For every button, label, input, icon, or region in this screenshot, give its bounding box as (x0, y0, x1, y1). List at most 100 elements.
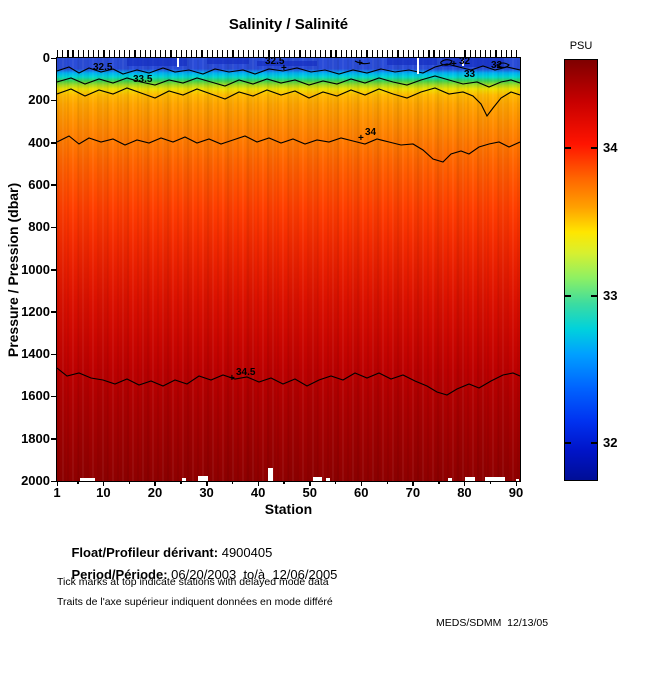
colorbar (564, 59, 598, 481)
delayed-mode-tick (443, 50, 445, 58)
delayed-mode-tick (495, 50, 497, 58)
contour-34 (57, 135, 520, 163)
colorbar-tick (591, 295, 597, 297)
delayed-mode-tick (392, 50, 394, 58)
delayed-mode-tick (423, 50, 425, 58)
contour-33p5 (57, 87, 520, 118)
delayed-mode-tick (418, 50, 420, 58)
y-tick-label: 2000 (21, 473, 50, 488)
colorbar-tick-label: 34 (603, 140, 618, 155)
y-tick-mark (51, 438, 56, 440)
delayed-mode-tick (407, 50, 409, 58)
contour-label: 32.5 (93, 62, 113, 73)
y-tick-label: 1600 (21, 388, 50, 404)
delayed-mode-tick (191, 50, 193, 58)
y-tick-mark (51, 311, 56, 313)
delayed-mode-tick (77, 50, 79, 58)
colorbar-tick (591, 442, 597, 444)
delayed-mode-tick (201, 50, 203, 58)
data-gap (448, 478, 452, 481)
contour-label: 34.5 (236, 367, 256, 378)
x-tick-label: 80 (457, 485, 472, 500)
float-id-value: 4900405 (221, 545, 273, 560)
delayed-mode-tick (283, 50, 286, 58)
y-tick-mark (51, 269, 56, 271)
delayed-mode-tick (273, 50, 275, 58)
delayed-mode-tick (149, 50, 152, 58)
contour-small-loop (440, 59, 453, 66)
delayed-mode-tick (175, 50, 177, 58)
delayed-mode-tick (67, 50, 69, 58)
colorbar-unit-label: PSU (569, 40, 593, 52)
x-tick-label: 70 (405, 485, 421, 500)
delayed-mode-tick (134, 50, 136, 58)
delayed-mode-tick (448, 50, 451, 58)
contour-label: 32 (491, 60, 503, 71)
period-line: Period/Période: 06/20/2003 to/à 12/06/20… (57, 552, 337, 597)
x-tick-mark (463, 481, 466, 486)
delayed-mode-tick (356, 50, 358, 58)
delayed-mode-tick (206, 50, 208, 58)
delayed-mode-tick (118, 50, 121, 58)
delayed-mode-tick (62, 50, 64, 58)
contour-small-loop (496, 62, 510, 69)
data-gap (516, 479, 519, 481)
contour-32p5 (57, 63, 520, 75)
x-tick-mark (154, 481, 156, 486)
delayed-mode-tick (268, 50, 270, 58)
delayed-mode-tick (330, 50, 332, 58)
y-tick-label: 1000 (21, 261, 50, 277)
delayed-mode-tick (294, 50, 296, 58)
delayed-mode-tick (113, 50, 115, 58)
y-tick-mark (51, 142, 56, 144)
delayed-mode-tick (397, 50, 399, 58)
contour-33 (57, 75, 520, 88)
delayed-mode-tick (350, 50, 353, 58)
delayed-mode-tick (82, 50, 84, 58)
delayed-mode-tick (144, 50, 146, 58)
delayed-mode-tick (479, 50, 482, 58)
delayed-mode-tick (428, 50, 430, 58)
float-id-label: Float/Profileur dérivant: (71, 545, 219, 560)
colorbar-tick (591, 147, 597, 149)
data-gap (465, 477, 475, 481)
x-tick-mark (309, 481, 311, 486)
delayed-mode-tick (320, 50, 322, 58)
delayed-mode-tick (289, 50, 291, 58)
delayed-mode-tick (490, 50, 492, 58)
delayed-mode-tick (222, 50, 224, 58)
low-salinity-patch (207, 58, 249, 64)
delayed-mode-tick (371, 50, 373, 58)
period-value: 06/20/2003 to/à 12/06/2005 (171, 567, 338, 582)
y-tick-mark (51, 226, 56, 229)
x-tick-mark (412, 481, 414, 486)
delayed-mode-tick (196, 50, 198, 58)
data-gap (268, 468, 273, 481)
delayed-mode-tick (299, 50, 301, 58)
x-tick-label: 90 (508, 485, 524, 500)
data-gap (326, 478, 330, 481)
y-tick-label: 1400 (21, 346, 50, 362)
delayed-mode-tick (474, 50, 476, 58)
delayed-mode-tick (72, 50, 74, 58)
delayed-mode-tick (124, 50, 126, 58)
delayed-mode-tick (314, 50, 317, 58)
delayed-mode-tick (412, 50, 415, 58)
delayed-mode-tick (454, 50, 456, 58)
delayed-mode-tick (340, 50, 342, 58)
delayed-mode-tick (154, 50, 157, 58)
delayed-mode-tick (252, 50, 255, 58)
low-salinity-patch (257, 61, 317, 66)
data-gap (485, 477, 505, 481)
low-salinity-patch (387, 58, 437, 65)
low-salinity-patch (442, 58, 504, 67)
x-tick-label: 20 (147, 485, 163, 500)
delayed-mode-tick (510, 50, 513, 58)
note-french: Traits de l'axe supérieur indiquent donn… (57, 596, 333, 608)
plot-area: 32.5 33.5 32.5 + +32 +32 33 +34 +34.5 (56, 57, 521, 482)
chart-title: Salinity / Salinité (228, 16, 349, 33)
y-tick-mark (51, 57, 56, 59)
delayed-mode-tick (433, 50, 435, 58)
y-tick-label: 400 (28, 134, 50, 150)
